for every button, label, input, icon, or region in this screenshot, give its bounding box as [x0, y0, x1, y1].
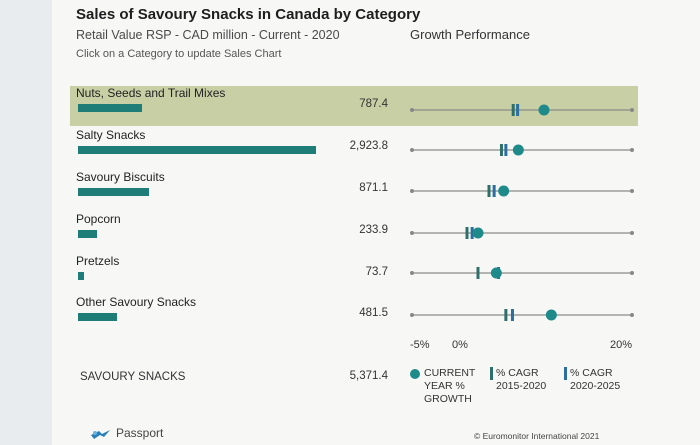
axis-end-dot: [630, 231, 634, 235]
legend-tick-icon: [490, 367, 493, 380]
category-label: Savoury Biscuits: [76, 170, 165, 184]
category-value: 481.5: [359, 307, 388, 319]
category-value: 787.4: [359, 98, 388, 110]
cagr-2015-2020-mark: [499, 144, 503, 156]
cagr-2015-2020-mark: [487, 185, 491, 197]
category-row[interactable]: Other Savoury Snacks 481.5: [70, 295, 638, 335]
category-row[interactable]: Savoury Biscuits 871.1: [70, 170, 638, 210]
current-growth-point: [490, 267, 502, 279]
current-growth-point: [498, 185, 510, 197]
axis-start-dot: [410, 148, 414, 152]
page-title: Sales of Savoury Snacks in Canada by Cat…: [76, 6, 421, 23]
axis-start-dot: [410, 313, 414, 317]
category-label: Other Savoury Snacks: [76, 295, 197, 309]
category-label: Pretzels: [76, 254, 120, 268]
legend-text: GROWTH: [424, 393, 472, 405]
total-label: SAVOURY SNACKS: [80, 371, 186, 383]
category-value: 233.9: [359, 224, 388, 236]
page-subtitle: Retail Value RSP - CAD million - Current…: [76, 28, 340, 42]
category-row[interactable]: Pretzels 73.7: [70, 254, 638, 294]
category-row[interactable]: Salty Snacks 2,923.8: [70, 128, 638, 168]
category-bar[interactable]: [78, 188, 149, 196]
legend-text: 2015-2020: [496, 380, 547, 392]
category-bar[interactable]: [78, 313, 118, 321]
category-value: 73.7: [365, 266, 388, 278]
axis-start-dot: [410, 271, 414, 275]
dashboard-panel: [52, 0, 700, 445]
category-bar[interactable]: [78, 146, 316, 154]
axis-start-dot: [410, 189, 414, 193]
passport-brand[interactable]: Passport: [116, 426, 164, 440]
axis-start-dot: [410, 108, 414, 112]
category-label: Nuts, Seeds and Trail Mixes: [76, 86, 226, 100]
current-growth-point: [512, 144, 524, 156]
cagr-2015-2020-mark: [476, 267, 480, 279]
axis-end-dot: [630, 189, 634, 193]
passport-logo-icon: [91, 430, 110, 439]
axis-end-dot: [630, 148, 634, 152]
current-growth-point: [538, 104, 550, 116]
cagr-2015-2020-mark: [465, 227, 469, 239]
cagr-2020-2025-mark: [516, 104, 520, 116]
current-growth-point: [545, 309, 557, 321]
cagr-2020-2025-mark: [504, 144, 508, 156]
axis-tick-label: 20%: [610, 339, 633, 351]
cagr-2020-2025-mark: [470, 227, 474, 239]
category-value: 2,923.8: [349, 140, 388, 152]
cagr-2020-2025-mark: [492, 185, 496, 197]
axis-tick-label: 0%: [452, 339, 468, 351]
category-label: Popcorn: [76, 212, 121, 226]
legend-tick-icon: [564, 367, 567, 380]
instruction-text: Click on a Category to update Sales Char…: [76, 48, 282, 60]
cagr-2015-2020-mark: [504, 309, 508, 321]
category-row[interactable]: Popcorn 233.9: [70, 212, 638, 252]
category-label: Salty Snacks: [76, 128, 146, 142]
cagr-2015-2020-mark: [511, 104, 515, 116]
axis-start-dot: [410, 231, 414, 235]
category-bar[interactable]: [78, 104, 143, 112]
legend-dot-icon: [410, 369, 420, 379]
growth-performance-title: Growth Performance: [410, 27, 530, 42]
category-bar[interactable]: [78, 272, 84, 280]
current-growth-point: [472, 227, 484, 239]
axis-tick-label: -5%: [410, 339, 430, 351]
category-value: 871.1: [359, 182, 388, 194]
legend-text: 2020-2025: [570, 380, 621, 392]
total-value: 5,371.4: [349, 370, 388, 382]
legend-text: CURRENT: [424, 367, 476, 379]
axis-end-dot: [630, 108, 634, 112]
legend-text: % CAGR: [570, 367, 613, 379]
axis-end-dot: [630, 313, 634, 317]
category-bar[interactable]: [78, 230, 98, 238]
legend-text: YEAR %: [424, 380, 465, 392]
copyright-text: © Euromonitor International 2021: [474, 431, 600, 441]
axis-end-dot: [630, 271, 634, 275]
legend-text: % CAGR: [496, 367, 539, 379]
cagr-2020-2025-mark: [510, 309, 514, 321]
